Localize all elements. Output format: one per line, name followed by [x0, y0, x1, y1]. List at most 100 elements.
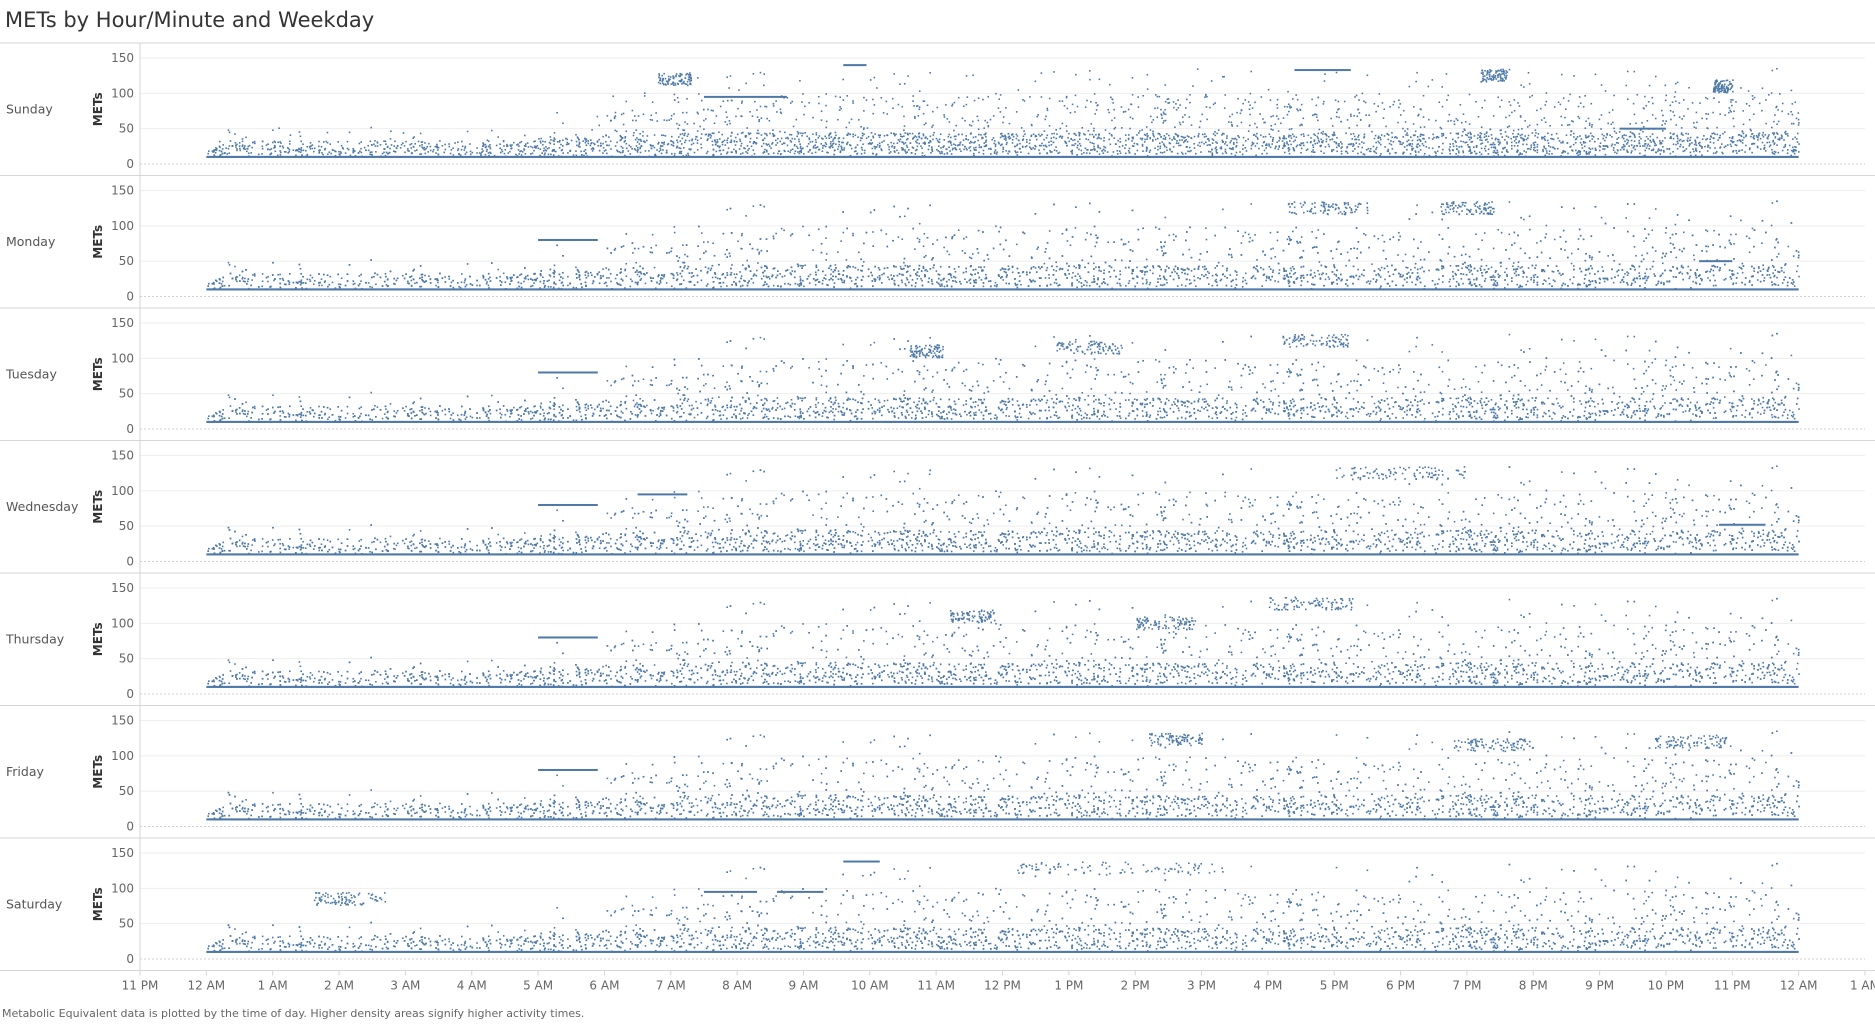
data-point	[1264, 121, 1266, 124]
data-point	[1498, 73, 1501, 76]
data-point	[1773, 142, 1776, 144]
data-point	[963, 105, 965, 108]
data-point	[862, 143, 864, 146]
data-point	[1502, 68, 1504, 71]
data-point	[920, 137, 923, 140]
data-point	[1073, 138, 1076, 141]
data-point	[959, 144, 961, 146]
data-point	[1337, 144, 1340, 147]
data-point	[1331, 125, 1334, 127]
data-point	[591, 150, 594, 152]
data-point	[690, 76, 692, 79]
data-point	[1205, 106, 1208, 108]
data-point	[1706, 97, 1709, 100]
data-point	[389, 147, 391, 150]
data-point	[606, 152, 608, 155]
data-point	[776, 111, 778, 113]
data-point	[1463, 155, 1465, 158]
data-point	[1595, 149, 1597, 151]
data-point	[575, 140, 578, 143]
data-point	[1409, 136, 1412, 138]
data-point	[1422, 94, 1425, 97]
data-point	[1183, 137, 1185, 139]
data-point	[1471, 140, 1474, 143]
data-point	[269, 148, 271, 151]
data-point	[700, 133, 703, 135]
data-point	[1232, 141, 1235, 144]
data-point	[1401, 143, 1403, 146]
data-point	[1334, 99, 1337, 102]
data-point	[978, 151, 980, 154]
data-point	[653, 146, 656, 149]
data-point	[325, 140, 328, 143]
data-point	[1644, 142, 1647, 145]
data-point	[1085, 138, 1088, 140]
y-tick-label: 100	[111, 219, 134, 233]
data-point	[1313, 113, 1316, 116]
data-point	[694, 138, 697, 141]
data-point	[1759, 137, 1762, 140]
data-point	[539, 154, 541, 157]
data-point	[1515, 138, 1517, 140]
data-point	[295, 149, 297, 152]
data-point	[911, 132, 914, 135]
data-point	[1288, 136, 1290, 138]
data-point	[1433, 136, 1435, 139]
data-point	[712, 109, 714, 112]
data-point	[1545, 150, 1548, 152]
data-point	[1096, 137, 1099, 140]
data-point	[814, 144, 817, 146]
data-point	[1441, 135, 1443, 137]
data-point	[1608, 111, 1611, 114]
data-point	[1504, 131, 1507, 133]
data-point	[828, 133, 831, 136]
data-point	[1189, 101, 1191, 104]
data-point	[426, 145, 429, 148]
data-point	[374, 139, 376, 142]
data-point	[274, 150, 277, 153]
data-point	[1348, 127, 1351, 129]
data-point	[1597, 138, 1599, 140]
data-point	[1085, 152, 1088, 154]
data-point	[592, 147, 595, 150]
data-point	[985, 139, 988, 142]
data-point	[1354, 148, 1356, 150]
data-point	[698, 93, 700, 95]
data-point	[1391, 132, 1393, 134]
data-point	[1713, 86, 1716, 89]
data-point	[1292, 140, 1295, 143]
data-point	[1131, 140, 1133, 142]
data-point	[376, 145, 379, 147]
data-point	[1473, 150, 1476, 153]
data-point	[1428, 147, 1430, 149]
data-point	[527, 146, 530, 148]
data-point	[1002, 116, 1005, 118]
data-point	[857, 136, 859, 138]
data-point	[786, 136, 789, 139]
data-point	[213, 155, 215, 158]
data-point	[1391, 136, 1394, 139]
data-point	[1290, 137, 1293, 139]
data-point	[1735, 144, 1738, 147]
data-point	[596, 140, 599, 143]
data-point	[1589, 148, 1592, 151]
data-point	[562, 152, 565, 154]
data-point	[432, 150, 434, 153]
data-point	[1357, 145, 1360, 148]
data-point	[658, 74, 661, 77]
data-point	[1652, 149, 1654, 151]
data-point	[460, 148, 463, 151]
data-point	[1453, 123, 1456, 126]
data-point	[1717, 83, 1719, 86]
data-point	[861, 132, 864, 135]
data-point	[1532, 149, 1535, 151]
data-point	[1455, 145, 1458, 147]
data-point	[1228, 121, 1230, 123]
data-point	[621, 147, 624, 149]
data-point	[1031, 124, 1033, 127]
data-point	[1740, 140, 1742, 143]
data-point	[1572, 143, 1575, 146]
data-point	[1023, 100, 1026, 102]
data-point	[1177, 142, 1180, 145]
data-point	[1781, 110, 1783, 113]
